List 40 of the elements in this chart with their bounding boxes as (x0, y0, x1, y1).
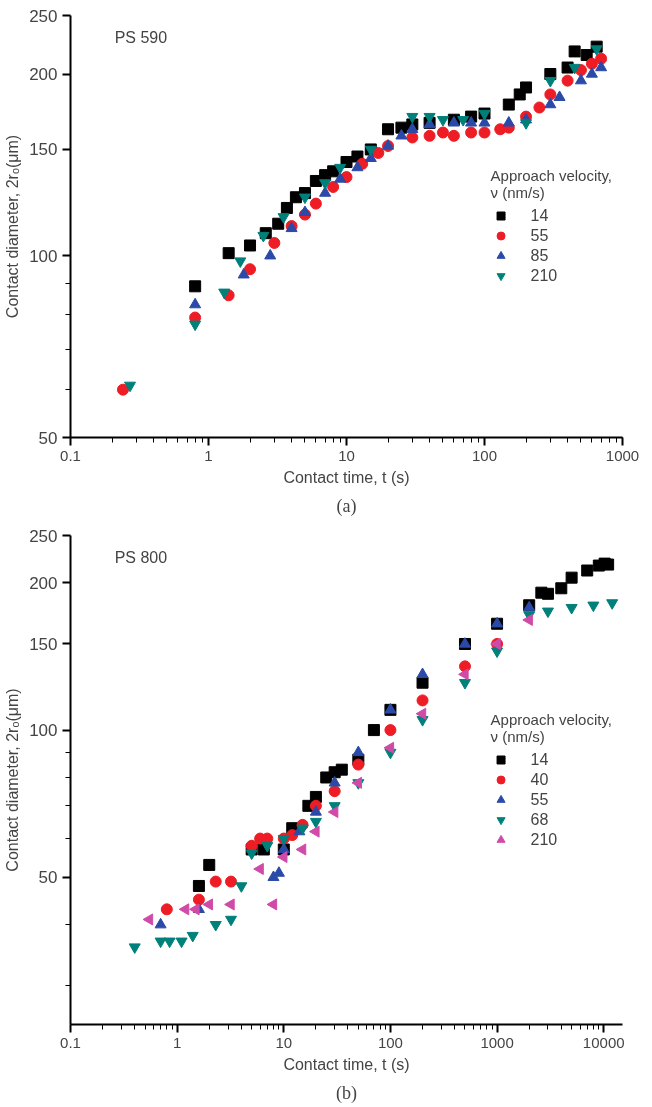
y-tick-label: 50 (38, 868, 58, 888)
text: (b) (336, 1082, 358, 1104)
legend-title: Approach velocity, ν (nm/s) (490, 710, 612, 744)
y-tick-label: 100 (29, 246, 58, 266)
text: (a) (336, 495, 357, 517)
x-axis-title: Contact time, t (s) (283, 468, 410, 486)
y-tick-label: 150 (29, 140, 58, 160)
y-tick-label: 150 (29, 634, 58, 654)
legend-label: 55 (530, 790, 550, 808)
text: PS 800 (114, 548, 168, 566)
x-tick-label: 1 (204, 446, 213, 464)
x-tick-label: 10 (275, 1033, 293, 1051)
x-tick-label: 0.1 (60, 446, 81, 464)
legend-label: 14 (530, 750, 550, 768)
text: PS 590 (114, 28, 168, 46)
y-tick-label: 100 (29, 721, 58, 741)
y-tick-label: 250 (29, 6, 58, 26)
legend-label: 40 (530, 770, 550, 788)
legend-title: Approach velocity, ν (nm/s) (490, 166, 612, 201)
x-tick-label: 0.1 (60, 1033, 81, 1051)
y-tick-label: 200 (29, 65, 58, 85)
legend-label: 85 (530, 246, 550, 265)
x-tick-label: 10 (338, 446, 355, 464)
y-axis-title: Contact diameter, 2rₒ(μm) (4, 134, 22, 319)
x-tick-label: 1000 (605, 446, 640, 464)
legend-label: 210 (530, 830, 558, 848)
x-axis-title: Contact time, t (s) (283, 1055, 410, 1073)
x-tick-label: 1000 (480, 1033, 514, 1051)
x-tick-label: 10000 (582, 1033, 625, 1051)
legend-label: 68 (530, 810, 550, 828)
y-tick-label: 200 (29, 573, 58, 593)
x-tick-label: 100 (377, 1033, 403, 1051)
x-tick-label: 100 (471, 446, 498, 464)
x-tick-label: 1 (172, 1033, 182, 1051)
y-axis-title: Contact diameter, 2rₒ(μm) (4, 688, 22, 872)
y-tick-label: 50 (38, 428, 58, 448)
legend-label: 55 (530, 226, 550, 245)
legend-label: 14 (530, 206, 550, 225)
y-tick-label: 250 (29, 526, 58, 546)
legend-label: 210 (530, 266, 558, 285)
